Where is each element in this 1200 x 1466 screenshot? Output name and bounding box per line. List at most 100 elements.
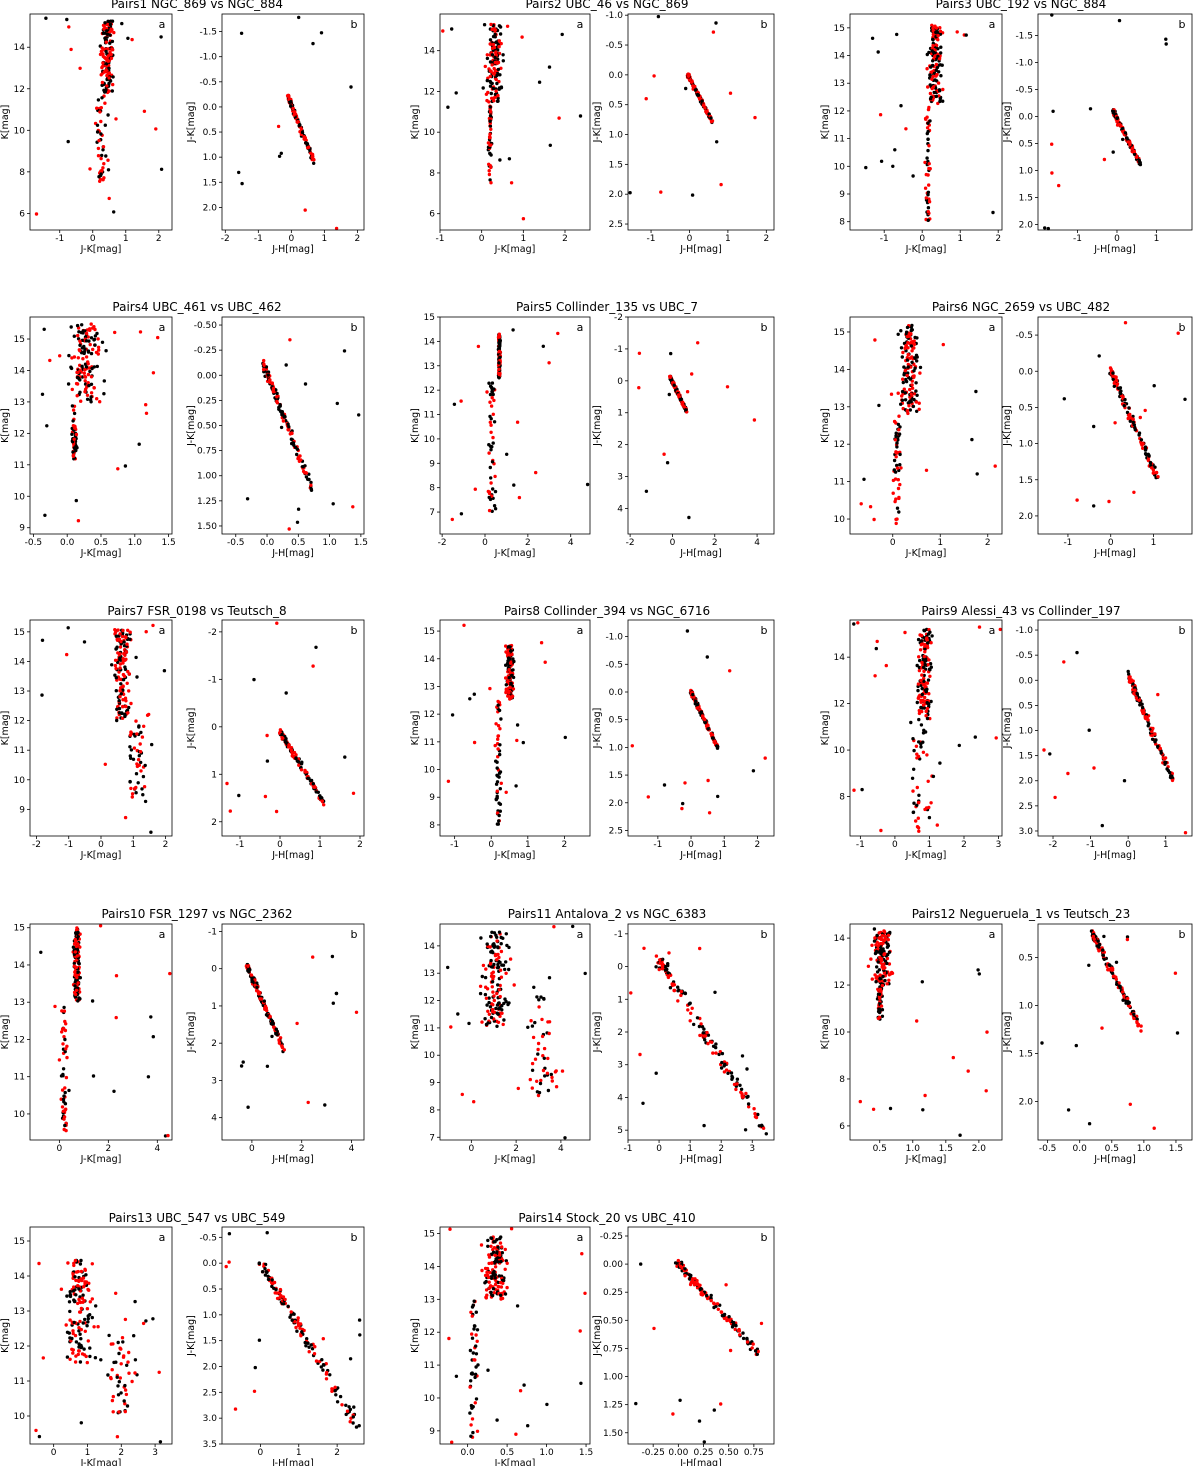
- scatter-point: [144, 403, 148, 407]
- scatter-point: [97, 175, 101, 179]
- y-tick-label: 2.5: [609, 826, 623, 836]
- scatter-point: [78, 976, 83, 980]
- x-tick-label: 2: [513, 1144, 519, 1154]
- scatter-point: [491, 392, 495, 397]
- scatter-point: [702, 1034, 707, 1038]
- scatter-point: [918, 371, 922, 375]
- scatter-point: [351, 791, 356, 795]
- scatter-points: [1042, 650, 1188, 835]
- scatter-point: [93, 327, 97, 332]
- x-axis-label: J-H[mag]: [679, 850, 722, 861]
- scatter-point: [497, 45, 501, 49]
- scatter-point: [88, 167, 92, 171]
- scatter-point: [917, 717, 921, 722]
- scatter-point: [118, 695, 122, 699]
- scatter-point: [488, 124, 493, 128]
- scatter-point: [897, 432, 902, 436]
- scatter-point: [498, 770, 503, 774]
- scatter-point: [115, 716, 119, 720]
- scatter-point: [89, 382, 94, 386]
- scatter-point: [927, 162, 931, 166]
- scatter-point: [115, 718, 119, 723]
- scatter-point: [271, 386, 276, 391]
- scatter-point: [915, 1019, 919, 1023]
- scatter-point: [923, 1093, 927, 1098]
- scatter-point: [488, 79, 492, 84]
- y-tick-label: 12: [424, 997, 435, 1007]
- scatter-point: [298, 454, 302, 458]
- scatter-point: [501, 963, 506, 967]
- x-tick-label: 0: [1125, 840, 1131, 850]
- scatter-point: [113, 628, 117, 632]
- scatter-point: [76, 333, 80, 338]
- scatter-point: [936, 81, 941, 85]
- scatter-point: [123, 464, 128, 468]
- panel-letter: a: [989, 321, 996, 334]
- scatter-point: [490, 396, 494, 400]
- panel-letter: b: [1179, 624, 1186, 637]
- scatter-point: [1131, 417, 1135, 421]
- scatter-point: [885, 961, 889, 966]
- panel-b-plot-area: -1 0 1 2-1.0-0.50.00.51.01.52.02.5J-H[mag]J…: [592, 619, 775, 861]
- y-tick-label: 7: [429, 508, 435, 518]
- scatter-point: [289, 748, 294, 752]
- panel-frame: [29, 13, 173, 231]
- scatter-point: [351, 505, 355, 509]
- scatter-point: [108, 78, 112, 83]
- scatter-point: [121, 661, 125, 665]
- scatter-point: [924, 172, 928, 177]
- x-tick-label: 1.5: [354, 538, 368, 548]
- scatter-point: [938, 29, 943, 33]
- scatter-point: [505, 24, 510, 28]
- panel-letter: b: [761, 18, 768, 31]
- y-axis-label: K[mag]: [410, 711, 421, 746]
- scatter-point: [931, 59, 935, 63]
- scatter-point: [508, 957, 513, 961]
- scatter-point: [142, 109, 147, 114]
- scatter-point: [659, 190, 663, 194]
- scatter-point: [168, 971, 172, 976]
- y-tick-label: -0.50: [194, 321, 218, 331]
- scatter-point: [898, 463, 902, 467]
- scatter-point: [121, 704, 125, 709]
- scatter-point: [120, 685, 125, 689]
- scatter-point: [111, 82, 115, 87]
- scatter-point: [60, 1105, 65, 1109]
- scatter-point: [553, 1070, 558, 1074]
- scatter-points: [1040, 929, 1180, 1130]
- scatter-point: [62, 1117, 66, 1121]
- scatter-point: [585, 482, 590, 487]
- scatter-point: [306, 1100, 310, 1105]
- scatter-point: [495, 73, 499, 78]
- scatter-point: [894, 434, 898, 438]
- scatter-point: [871, 1107, 876, 1112]
- scatter-point: [697, 1024, 702, 1029]
- scatter-point: [915, 409, 919, 413]
- scatter-point: [75, 975, 79, 980]
- scatter-point: [497, 375, 501, 379]
- y-axis-label: J-K[mag]: [592, 405, 603, 447]
- scatter-point: [919, 698, 923, 702]
- x-tick-label: 4: [568, 538, 574, 548]
- scatter-point: [297, 459, 302, 463]
- x-tick-label: 0: [670, 538, 676, 548]
- y-tick-label: 8: [839, 1075, 845, 1085]
- axis-ticks: -0.5 0.0 0.5 1.0 1.5-0.50-0.250.000.250.500.…: [194, 321, 368, 548]
- scatter-point: [694, 699, 698, 703]
- x-axis-label: J-K[mag]: [905, 244, 947, 255]
- y-tick-label: -1.0: [605, 11, 623, 21]
- scatter-point: [74, 381, 79, 386]
- scatter-point: [304, 475, 309, 479]
- x-tick-label: -2: [32, 840, 41, 850]
- scatter-point: [102, 27, 106, 31]
- pair-figure: Pairs8 Collinder_394 vs NGC_6716-1 0 1 2891…: [410, 604, 775, 861]
- scatter-point: [277, 154, 282, 158]
- scatter-point: [311, 955, 315, 959]
- scatter-point: [900, 355, 904, 359]
- scatter-point: [121, 628, 125, 633]
- scatter-point: [911, 174, 915, 178]
- x-tick-label: 0: [1114, 234, 1120, 244]
- scatter-point: [751, 769, 756, 773]
- scatter-point: [542, 996, 546, 1001]
